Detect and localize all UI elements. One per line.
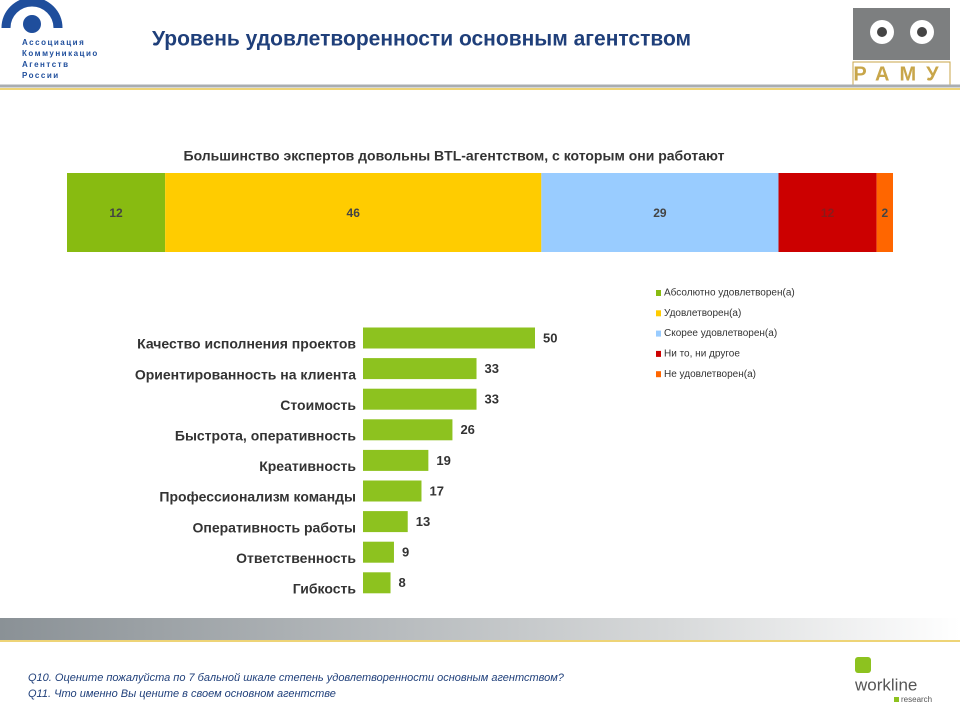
bar-segment [67, 173, 166, 252]
bar [363, 541, 394, 563]
legend-label: Скорее удовлетворен(а) [664, 328, 777, 339]
bar [363, 388, 477, 410]
bar [363, 449, 429, 471]
bar-segment [165, 173, 542, 252]
category-label: Качество исполнения проектов [137, 336, 356, 352]
value-label: 12 [109, 206, 123, 220]
org-logo [1, 0, 63, 33]
legend-swatch [656, 371, 661, 378]
value-label: 9 [402, 545, 409, 560]
chart-title: Большинство экспертов довольны BTL-агент… [184, 148, 725, 164]
bar [363, 572, 391, 594]
category-label: Стоимость [280, 397, 356, 413]
legend-swatch [656, 330, 661, 337]
bar [363, 480, 422, 502]
category-label: Креативность [259, 458, 356, 474]
slide-title: Уровень удовлетворенности основным агент… [152, 28, 691, 51]
legend-label: Не удовлетворен(а) [664, 369, 756, 380]
value-label: 12 [821, 206, 835, 220]
brand-sub: research [901, 695, 932, 704]
legend-swatch [656, 310, 661, 317]
org-name: Ассоциация [22, 38, 85, 47]
legend-label: Удовлетворен(а) [664, 308, 741, 319]
bar-segment [541, 173, 779, 252]
bar-segment [876, 173, 893, 252]
value-label: 33 [485, 392, 499, 407]
ramu-text: РАМУ [853, 63, 948, 85]
brand: workline [854, 675, 917, 694]
brand-icon [855, 657, 871, 673]
category-label: Оперативность работы [192, 519, 356, 535]
footer-band [0, 618, 960, 640]
org-name: России [22, 71, 60, 80]
category-label: Ориентированность на клиента [135, 366, 356, 382]
bar [363, 419, 453, 441]
footnote: Q11. Что именно Вы цените в своем основн… [28, 688, 336, 700]
org-name: Агентств [22, 60, 70, 69]
brand-dot [894, 697, 899, 702]
bar [363, 358, 477, 380]
category-label: Ответственность [236, 550, 356, 566]
value-label: 8 [399, 575, 406, 590]
bar [363, 327, 535, 349]
category-label: Гибкость [293, 581, 357, 597]
footnote: Q10. Оцените пожалуйста по 7 бальной шка… [28, 672, 565, 684]
value-label: 19 [436, 453, 450, 468]
value-label: 33 [485, 361, 499, 376]
bar [363, 511, 408, 533]
value-label: 50 [543, 330, 557, 345]
legend-swatch [656, 350, 661, 357]
legend-label: Ни то, ни другое [664, 349, 740, 360]
value-label: 46 [347, 206, 361, 220]
value-label: 29 [653, 206, 667, 220]
org-name: Коммуникацио [22, 49, 99, 58]
category-label: Быстрота, оперативность [175, 428, 357, 444]
legend-label: Абсолютно удовлетворен(а) [664, 287, 795, 299]
bar-segment [778, 173, 877, 252]
category-label: Профессионализм команды [159, 489, 356, 505]
value-label: 17 [429, 483, 443, 498]
legend-swatch [656, 290, 661, 296]
value-label: 26 [460, 422, 474, 437]
value-label: 2 [881, 206, 888, 220]
value-label: 13 [416, 514, 430, 529]
